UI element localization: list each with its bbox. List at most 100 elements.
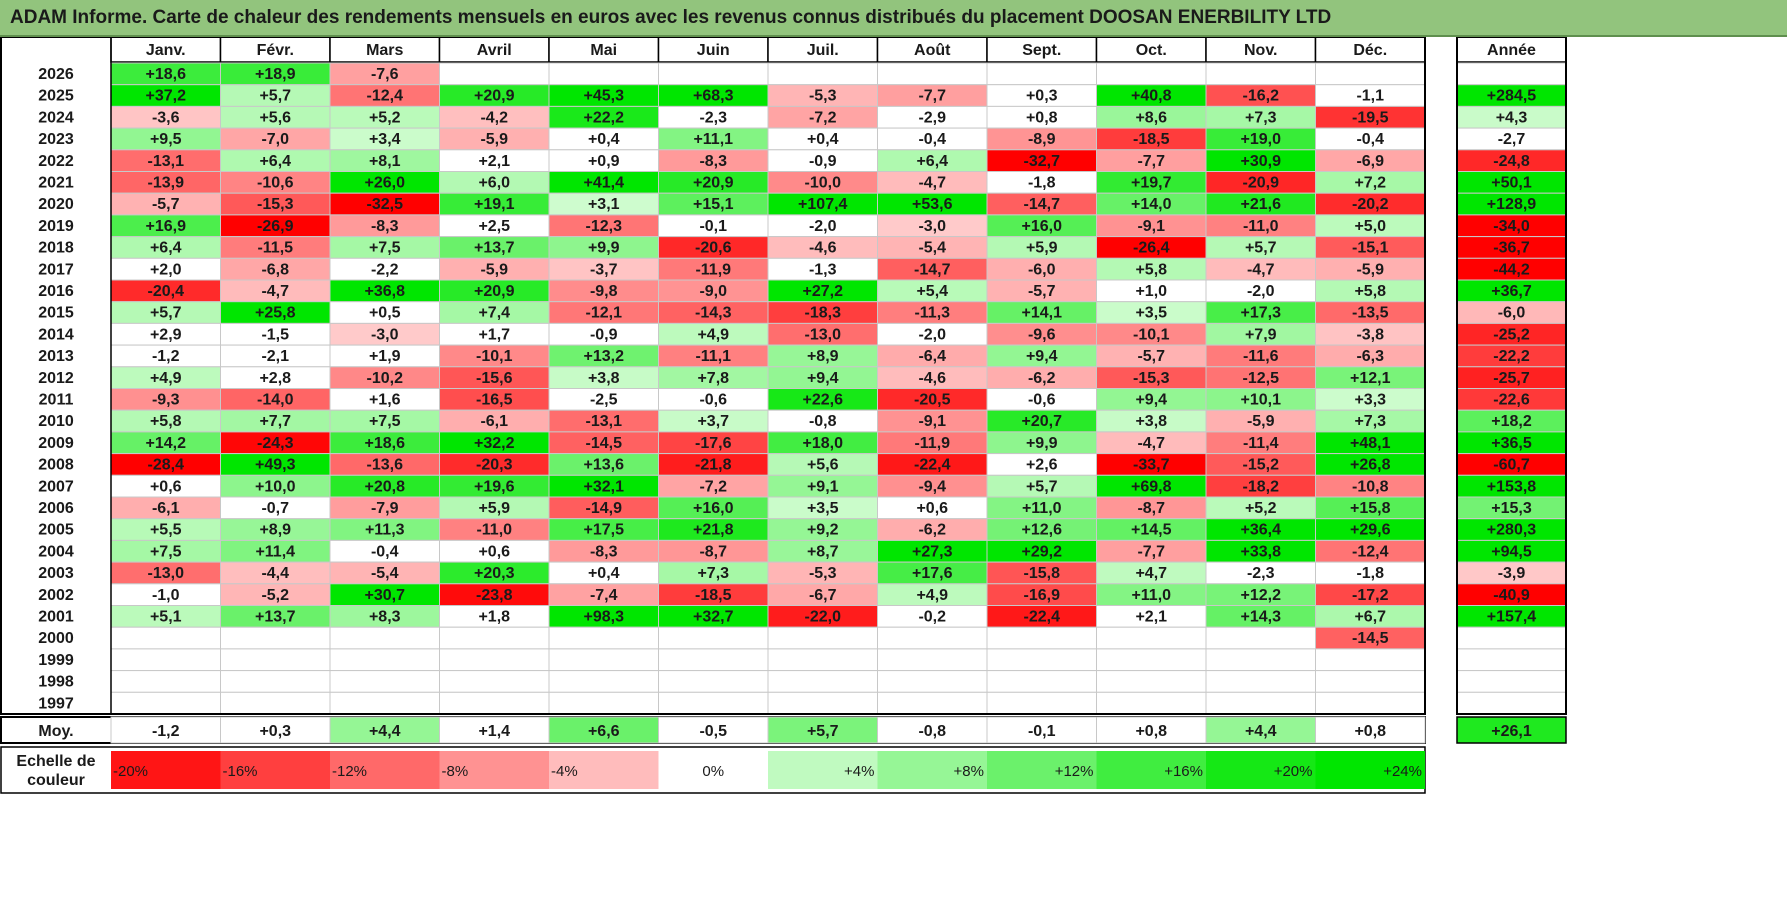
heat-cell — [329, 626, 440, 650]
year-label: 2010 — [38, 413, 74, 430]
scale-swatch-label: +4% — [844, 763, 874, 780]
heat-cell-value: +19,1 — [474, 196, 515, 213]
heat-cell-value: +2,9 — [150, 326, 182, 343]
average-cell-value: +6,6 — [588, 723, 620, 740]
heat-cell-value: +14,5 — [1131, 522, 1172, 539]
heat-cell-value: -11,5 — [257, 240, 293, 257]
heat-cell — [1315, 648, 1426, 672]
heat-cell-value: -0,6 — [699, 392, 727, 409]
year-label: 2021 — [38, 175, 74, 192]
heat-cell-value: -3,0 — [371, 326, 399, 343]
heat-cell-value: -15,8 — [1024, 565, 1061, 582]
heat-cell — [110, 626, 221, 650]
heat-cell-value: +69,8 — [1131, 478, 1172, 495]
heat-cell — [329, 670, 440, 693]
heat-cell-value: +3,8 — [588, 370, 620, 387]
heat-cell-value: +11,4 — [255, 543, 295, 560]
heat-cell-value: +20,9 — [474, 283, 515, 300]
heat-cell-value: +9,9 — [588, 240, 620, 257]
heat-cell — [1205, 626, 1316, 650]
scale-swatch — [1206, 751, 1316, 789]
heat-cell-value: +29,6 — [1350, 522, 1391, 539]
heat-cell — [548, 670, 659, 693]
annual-cell-value: -22,2 — [1493, 348, 1530, 365]
heat-cell-value: -22,4 — [1024, 609, 1061, 626]
heat-cell-value: -20,3 — [476, 457, 513, 474]
heat-cell-value: +3,1 — [588, 196, 620, 213]
heat-cell — [110, 648, 221, 672]
heat-cell-value: -4,6 — [809, 240, 837, 257]
heat-cell-value: -4,2 — [480, 109, 508, 126]
heat-cell-value: +22,6 — [803, 392, 844, 409]
heat-cell — [548, 648, 659, 672]
month-header-cell — [657, 37, 769, 63]
month-header-label: Avril — [477, 42, 512, 59]
heat-cell-value: +18,6 — [365, 435, 406, 452]
heat-cell — [548, 626, 659, 650]
heat-cell-value: -7,9 — [371, 500, 399, 517]
heat-cell-value: +1,7 — [478, 326, 510, 343]
heat-cell-value: -18,5 — [1133, 131, 1170, 148]
heat-cell-value: -14,7 — [1024, 196, 1061, 213]
heat-cell — [110, 691, 221, 715]
year-label: 2025 — [38, 88, 74, 105]
heat-cell-value: -21,8 — [695, 457, 732, 474]
heat-cell-value: +5,2 — [1245, 500, 1277, 517]
heat-cell-value: +6,4 — [150, 240, 182, 257]
heat-cell-value: +2,6 — [1026, 457, 1058, 474]
heat-cell-value: -0,4 — [371, 543, 399, 560]
annual-cell-value: +153,8 — [1487, 478, 1536, 495]
heat-cell-value: +11,0 — [1022, 500, 1062, 517]
year-label: 2017 — [38, 261, 74, 278]
heat-cell-value: +22,2 — [584, 109, 625, 126]
heat-cell-value: +3,7 — [697, 413, 729, 430]
heat-cell-value: +4,7 — [1135, 565, 1167, 582]
heat-cell-value: +45,3 — [584, 88, 625, 105]
heat-cell — [1205, 62, 1316, 86]
scale-swatch-label: +16% — [1164, 763, 1203, 780]
heat-cell-value: -0,2 — [918, 609, 946, 626]
heat-cell — [329, 691, 440, 715]
heat-cell-value: -13,9 — [148, 175, 185, 192]
heat-cell-value: -5,4 — [371, 565, 399, 582]
annual-cell-value: +36,7 — [1491, 283, 1532, 300]
heat-cell-value: -15,3 — [257, 196, 294, 213]
heat-cell-value: -14,9 — [586, 500, 623, 517]
heat-cell-value: +7,4 — [478, 305, 510, 322]
heat-cell-value: -10,2 — [367, 370, 404, 387]
heat-cell — [767, 691, 878, 715]
heat-cell — [1096, 670, 1207, 693]
heat-cell-value: +49,3 — [255, 457, 296, 474]
heat-cell-value: +7,8 — [697, 370, 729, 387]
heat-cell-value: -14,3 — [695, 305, 732, 322]
heat-cell-value: -26,4 — [1133, 240, 1170, 257]
heat-cell-value: -5,9 — [480, 261, 508, 278]
heat-cell-value: -9,6 — [1028, 326, 1056, 343]
scale-swatch-label: 0% — [702, 763, 724, 780]
year-label: 2005 — [38, 522, 74, 539]
year-label: 2016 — [38, 283, 74, 300]
annual-cell-value: +15,3 — [1491, 500, 1532, 517]
heat-cell-value: -2,0 — [918, 326, 946, 343]
heat-cell-value: -14,5 — [586, 435, 623, 452]
average-cell — [658, 716, 769, 744]
heat-cell-value: +20,7 — [1022, 413, 1063, 430]
heat-cell-value: -13,1 — [148, 153, 185, 170]
heat-cell — [439, 648, 550, 672]
year-label: 2004 — [38, 543, 74, 560]
heat-cell-value: +0,3 — [1026, 88, 1058, 105]
month-header-label: Janv. — [146, 42, 186, 59]
scale-swatch-label: +24% — [1383, 763, 1422, 780]
scale-swatch — [330, 751, 440, 789]
heat-cell-value: -5,7 — [1137, 348, 1165, 365]
heat-cell-value: +5,7 — [1026, 478, 1058, 495]
average-cell — [439, 716, 550, 744]
heat-cell-value: +8,9 — [259, 522, 291, 539]
heat-cell-value: +21,8 — [693, 522, 734, 539]
heat-cell-value: +5,8 — [150, 413, 182, 430]
chart-title: ADAM Informe. Carte de chaleur des rende… — [10, 7, 1332, 28]
year-label: 2008 — [38, 457, 74, 474]
year-label: 2007 — [38, 478, 74, 495]
heat-cell-value: +8,7 — [807, 543, 839, 560]
heat-cell-value: +7,3 — [1354, 413, 1386, 430]
